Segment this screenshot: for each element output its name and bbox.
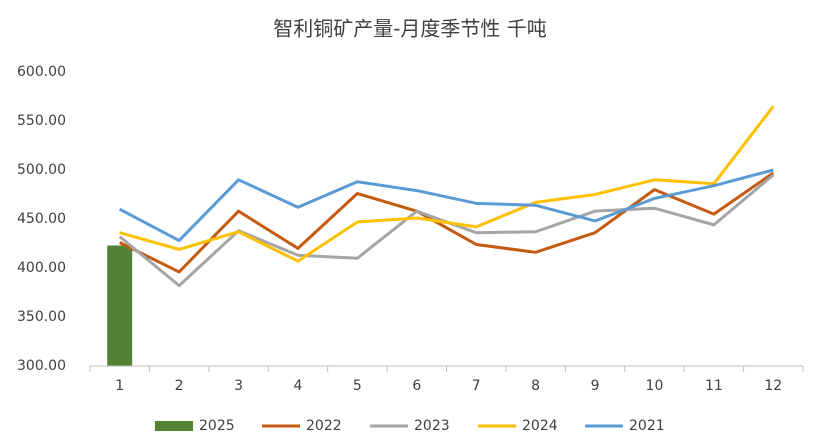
y-tick-label: 400.00 (17, 260, 66, 276)
x-tick-label: 12 (764, 378, 782, 394)
x-tick-label: 4 (293, 378, 302, 394)
x-tick-label: 7 (472, 378, 481, 394)
legend-label: 2025 (199, 418, 235, 434)
legend-label: 2022 (306, 418, 342, 434)
line (119, 168, 774, 243)
y-tick-label: 300.00 (17, 358, 66, 374)
y-tick-label: 550.00 (17, 113, 66, 129)
line (119, 171, 775, 274)
x-tick-label: 8 (531, 378, 540, 394)
x-tick-label: 3 (234, 378, 243, 394)
y-tick-label: 600.00 (17, 64, 66, 80)
x-tick-label: 11 (705, 378, 723, 394)
bar (107, 245, 133, 366)
legend-label: 2021 (629, 418, 665, 434)
line (119, 105, 775, 263)
legend-swatch (155, 421, 193, 431)
y-tick-label: 450.00 (17, 211, 66, 227)
x-tick-label: 2 (175, 378, 184, 394)
x-tick-label: 5 (353, 378, 362, 394)
legend-label: 2024 (522, 418, 558, 434)
x-tick-label: 10 (646, 378, 664, 394)
x-tick-label: 6 (412, 378, 421, 394)
x-tick-label: 9 (591, 378, 600, 394)
x-tick-label: 1 (115, 378, 124, 394)
chart-title: 智利铜矿产量-月度季节性 千吨 (273, 17, 547, 41)
y-tick-label: 500.00 (17, 162, 66, 178)
legend-label: 2023 (414, 418, 450, 434)
line (118, 173, 775, 288)
y-tick-label: 350.00 (17, 309, 66, 325)
